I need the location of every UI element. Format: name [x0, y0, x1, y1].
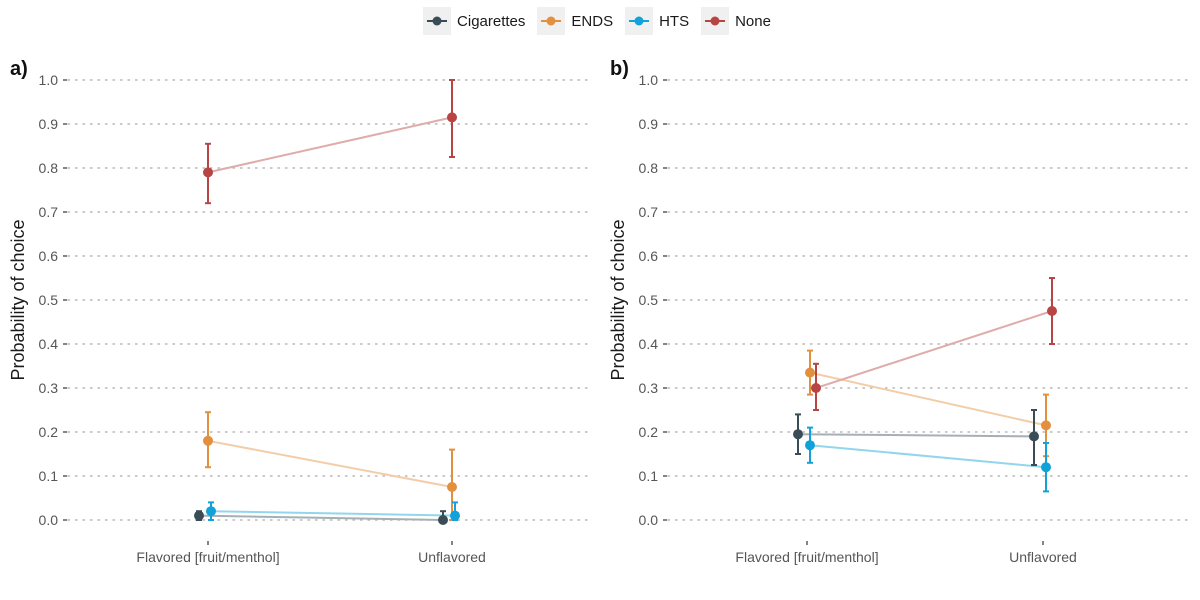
y-tick-label: 0.5	[639, 292, 659, 308]
series-line-ends	[207, 439, 453, 488]
data-point-ends	[1041, 420, 1051, 431]
data-point-none	[447, 112, 457, 123]
y-tick-label: 0.4	[39, 336, 59, 352]
panel-tag: a)	[10, 58, 28, 80]
y-tick-label: 1.0	[639, 72, 659, 88]
y-tick-label: 0.6	[39, 248, 59, 264]
series-line-hts	[210, 510, 456, 517]
y-tick-label: 0.5	[39, 292, 59, 308]
series-line-cigarettes	[797, 433, 1035, 438]
legend-label: ENDS	[571, 12, 614, 30]
legend-key-icon	[625, 7, 654, 35]
legend-label: None	[735, 12, 771, 30]
data-point-cigarettes	[793, 429, 803, 440]
y-tick-label: 0.3	[39, 380, 59, 396]
y-tick-label: 0.8	[639, 160, 659, 176]
y-tick-label: 0.9	[39, 116, 59, 132]
panel-tag: b)	[610, 58, 629, 80]
y-tick-label: 0.8	[39, 160, 59, 176]
y-tick-label: 0.0	[39, 512, 59, 528]
series-line-cigarettes	[198, 514, 444, 521]
legend-key-icon	[423, 7, 452, 35]
y-tick-label: 0.3	[639, 380, 659, 396]
y-tick-label: 1.0	[39, 72, 59, 88]
data-point-ends	[203, 435, 213, 446]
panel-b: b) Probability of choice 0.0 0.1 0.2 0.3 0.4 0.…	[608, 58, 1191, 565]
legend-key-icon	[537, 7, 566, 35]
legend-item-hts: HTS	[625, 7, 689, 35]
data-point-none	[203, 167, 213, 178]
legend-item-ends: ENDS	[537, 7, 613, 35]
series-line-none	[815, 310, 1053, 389]
y-axis-title: Probability of choice	[608, 219, 628, 380]
data-point-hts	[206, 506, 216, 517]
y-axis-title: Probability of choice	[8, 219, 28, 380]
legend-label: HTS	[659, 12, 690, 30]
y-tick-label: 0.2	[639, 424, 659, 440]
legend: Cigarettes ENDS HTS None	[0, 7, 1200, 35]
panel-a: a) Probability of choice 0.0 0.1 0.2 0.3 0.4 0.…	[8, 58, 591, 565]
series-line-none	[207, 116, 453, 174]
y-tick-label: 0.0	[639, 512, 659, 528]
legend-key-icon	[701, 7, 730, 35]
data-point-cigarettes	[194, 510, 204, 521]
legend-item-cigarettes: Cigarettes	[423, 7, 525, 35]
y-tick-label: 0.4	[639, 336, 659, 352]
y-tick-label: 0.7	[639, 204, 659, 220]
series-line-ends	[809, 371, 1047, 427]
x-tick-label: Flavored [fruit/menthol]	[735, 549, 878, 565]
data-point-cigarettes	[1029, 431, 1039, 442]
data-point-none	[811, 383, 821, 393]
data-point-cigarettes	[438, 515, 448, 525]
y-tick-label: 0.6	[639, 248, 659, 264]
y-tick-label: 0.7	[39, 204, 59, 220]
x-tick-label: Flavored [fruit/menthol]	[136, 549, 279, 565]
data-point-ends	[805, 367, 815, 378]
y-tick-label: 0.1	[639, 468, 659, 484]
y-tick-label: 0.2	[39, 424, 59, 440]
y-tick-label: 0.9	[639, 116, 659, 132]
x-tick-label: Unflavored	[1009, 549, 1077, 565]
data-point-hts	[450, 510, 460, 521]
data-point-none	[1047, 306, 1057, 316]
legend-label: Cigarettes	[457, 12, 526, 30]
x-tick-label: Unflavored	[418, 549, 486, 565]
series-line-hts	[809, 444, 1047, 469]
data-point-ends	[447, 482, 457, 492]
data-point-hts	[1041, 462, 1051, 473]
legend-item-none: None	[701, 7, 771, 35]
data-point-hts	[805, 440, 815, 451]
y-tick-label: 0.1	[39, 468, 59, 484]
